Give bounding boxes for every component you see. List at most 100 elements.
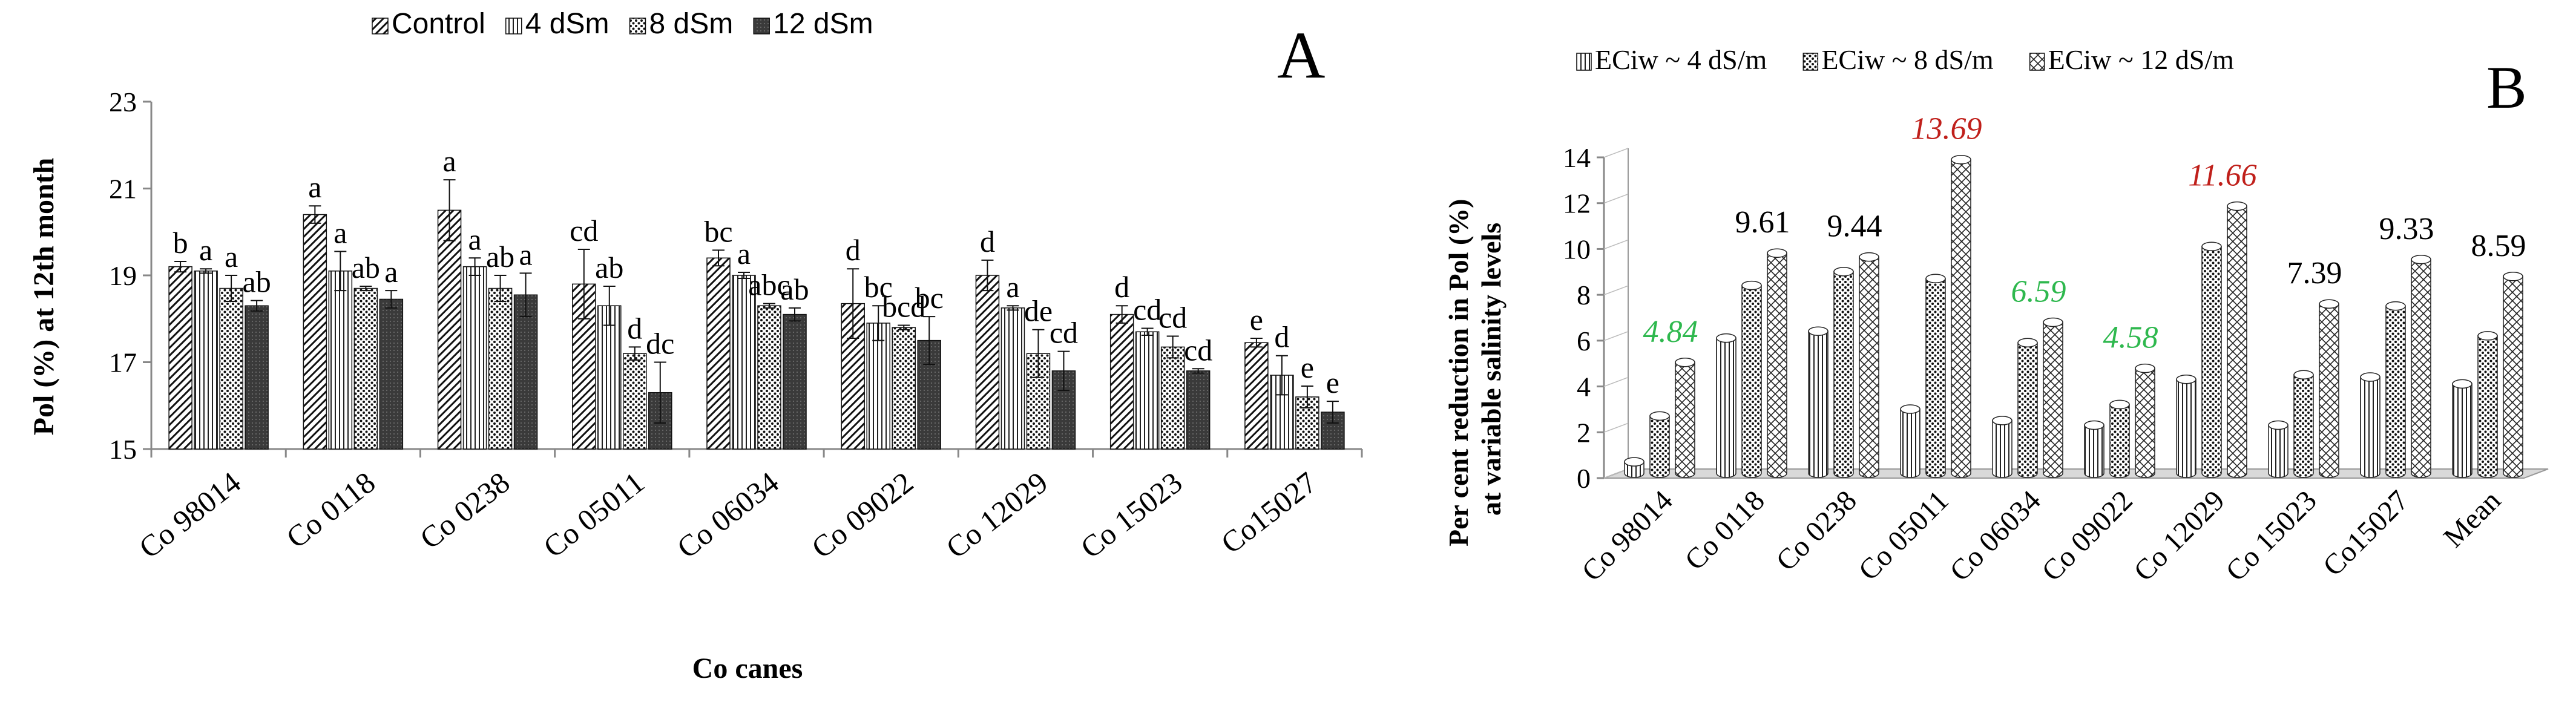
- panel-b-bar-body: [1741, 284, 1762, 478]
- panel-b-y-axis-title-line1: Per cent reduction in Pol (%): [1443, 199, 1474, 546]
- panel-a-bar-co-05011-8-dsm: [623, 353, 647, 450]
- panel-a-x-axis-title: Co canes: [692, 652, 803, 684]
- panel-a-bar-co-98014-8-dsm: [219, 287, 243, 450]
- panel-a-significance-label: ab: [486, 240, 514, 274]
- panel-b-y-tick-depth: [1603, 331, 1629, 341]
- panel-a-error-bar-co-0118-12-dsm: [385, 290, 398, 309]
- panel-b-bar-body: [1925, 278, 1946, 478]
- panel-a-x-tick-label-co-09022: Co 09022: [805, 465, 919, 565]
- panel-b-y-tick-label: 12: [1563, 188, 1591, 219]
- panel-b-bar-body: [2411, 259, 2431, 478]
- panel-b-value-label-co-06034: 6.59: [2011, 275, 2066, 309]
- panel-b-bar-mean-eciw-4-ds-m: [2452, 379, 2472, 478]
- panel-b-y-tick-depth: [1603, 376, 1629, 387]
- panel-b-bar-co-0118-eciw-4-ds-m: [1716, 333, 1736, 478]
- panel-b-bar-body: [2452, 383, 2472, 478]
- panel-a-error-bar-co-98014-4-dsm: [200, 268, 212, 274]
- panel-a-significance-label: e: [1250, 303, 1263, 336]
- panel-a-legend-swatch-4-dsm: [505, 18, 522, 34]
- panel-a-significance-label: a: [442, 144, 456, 178]
- panel-b-bar-co-0238-eciw-8-ds-m: [1833, 267, 1854, 478]
- panel-a-error-bar-co-06034-12-dsm: [789, 307, 801, 322]
- panel-b-bar-top: [2268, 420, 2288, 430]
- panel-b-value-label-co-15023: 7.39: [2287, 256, 2342, 290]
- panel-b-y-tick-label: 14: [1563, 142, 1591, 173]
- panel-b-bar-co-12029-eciw-8-ds-m: [2201, 241, 2222, 478]
- panel-a-significance-label: e: [1301, 350, 1314, 384]
- panel-a-significance-label: d: [627, 311, 642, 345]
- panel-b-bar-top: [1649, 411, 1670, 421]
- panel-b-bar-co-0118-eciw-12-ds-m: [1767, 248, 1787, 478]
- panel-b-bar-body: [1833, 271, 1854, 478]
- panel-a-significance-label: b: [173, 226, 188, 260]
- panel-b-y-tick-depth: [1603, 422, 1629, 433]
- panel-a-error-bar-co-0118-8-dsm: [360, 285, 372, 292]
- panel-b-x-tick-label-co-06034: Co 06034: [1944, 484, 2046, 587]
- panel-a-legend-swatch-control: [372, 18, 389, 34]
- panel-b-bar-top: [2385, 301, 2406, 311]
- panel-a-significance-label: a: [199, 233, 212, 267]
- panel-b-bar-top: [2043, 317, 2063, 327]
- panel-a-bar-co-06034-control: [706, 257, 731, 450]
- panel-a-bar-co-06034-8-dsm: [757, 305, 781, 450]
- panel-a-y-tick-label: 21: [109, 174, 137, 205]
- panel-b-bar-body: [2176, 379, 2196, 478]
- panel-b-y-tick-depth: [1603, 239, 1629, 250]
- panel-b-y-tick-label: 2: [1577, 417, 1591, 448]
- panel-a-error-bar-co-15023-control: [1116, 305, 1128, 324]
- panel-a-significance-label: cd: [1133, 293, 1162, 327]
- panel-a-bar-co-0238-12-dsm: [513, 294, 538, 450]
- panel-a-error-bar-co15027-8-dsm: [1301, 385, 1313, 408]
- panel-a-significance-label: d: [846, 233, 861, 267]
- panel-b-bar-top: [1716, 333, 1736, 343]
- panel-b-bar-co-12029-eciw-12-ds-m: [2227, 201, 2247, 478]
- panel-b-bar-body: [1900, 408, 1920, 478]
- panel-b-x-tick-label-co-09022: Co 09022: [2036, 484, 2138, 587]
- panel-a-x-tick-label-co-05011: Co 05011: [537, 465, 650, 565]
- panel-b-bar-co-98014-eciw-4-ds-m: [1624, 457, 1644, 478]
- panel-a-error-bar-co-12029-8-dsm: [1032, 329, 1045, 378]
- panel-a-error-bar-co-06034-4-dsm: [738, 271, 750, 280]
- panel-b-y-tick-label: 8: [1577, 280, 1591, 310]
- panel-a-significance-label: ab: [595, 251, 623, 284]
- panel-b-bar-co-09022-eciw-12-ds-m: [2135, 363, 2155, 478]
- panel-a-significance-label: cd: [1050, 316, 1078, 350]
- panel-a-bar-co-0238-control: [437, 209, 462, 450]
- panel-b-bar-top: [1859, 252, 1879, 262]
- svg-text:Per cent reduction in Pol (%): Per cent reduction in Pol (%) at variabl…: [1443, 192, 1506, 546]
- panel-b-value-label-co-0118: 9.61: [1735, 205, 1790, 240]
- panel-a-significance-label: a: [384, 255, 398, 289]
- panel-b-bar-mean-eciw-12-ds-m: [2503, 272, 2523, 478]
- panel-b-bar-top: [2084, 420, 2104, 430]
- panel-a-error-bar-co-98014-8-dsm: [225, 275, 238, 303]
- panel-a-bar-co-98014-control: [168, 266, 192, 450]
- panel-a-error-bar-co-15023-12-dsm: [1192, 368, 1204, 374]
- panel-b-bar-top: [1900, 404, 1920, 414]
- panel-b-x-tick-label-co-15023: Co 15023: [2220, 484, 2322, 587]
- panel-a-y-axis-title: Pol (%) at 12th month: [28, 158, 60, 436]
- panel-b-bar-top: [1808, 326, 1828, 336]
- panel-a-significance-label: bc: [864, 270, 893, 304]
- panel-b-x-tick-label-co-98014: Co 98014: [1576, 484, 1678, 587]
- panel-a-x-tick-label-co-12029: Co 12029: [939, 465, 1054, 565]
- panel-b-bar-top: [2109, 399, 2130, 410]
- panel-a-significance-label: d: [1114, 270, 1129, 304]
- panel-b-y-tick-label: 0: [1577, 463, 1591, 494]
- panel-a-error-bar-co-12029-4-dsm: [1007, 305, 1019, 311]
- panel-b-bar-co-0118-eciw-8-ds-m: [1741, 280, 1762, 478]
- panel-a-error-bar-co-05011-12-dsm: [654, 361, 666, 424]
- panel-b-bar-co-09022-eciw-8-ds-m: [2109, 399, 2130, 478]
- panel-b-bar-body: [1859, 256, 1879, 478]
- panel-b-x-tick-label-mean: Mean: [2437, 484, 2507, 554]
- panel-a-bar-co-15023-8-dsm: [1160, 346, 1185, 450]
- panel-b-bar-body: [2043, 321, 2063, 478]
- panel-b-bar-co-15023-eciw-4-ds-m: [2268, 420, 2288, 478]
- panel-a-significance-label: a: [308, 170, 321, 204]
- panel-b-bar-body: [2084, 424, 2104, 478]
- panel-b-bar-body: [2503, 276, 2523, 478]
- panel-b-y-tick-label: 6: [1577, 326, 1591, 356]
- panel-a-error-bar-co-05011-control: [577, 248, 590, 320]
- panel-b-bar-body: [2109, 404, 2130, 478]
- panel-a-significance-label: a: [737, 237, 751, 271]
- panel-b-bar-co-12029-eciw-4-ds-m: [2176, 375, 2196, 478]
